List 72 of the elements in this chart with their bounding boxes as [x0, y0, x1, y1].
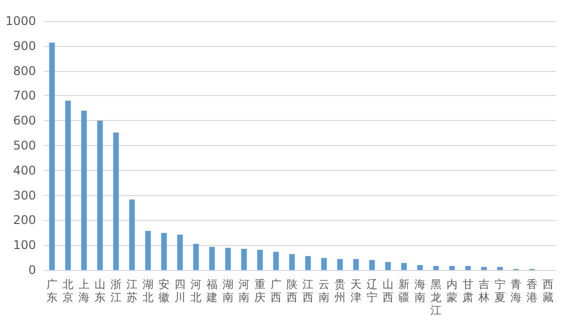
bar — [369, 260, 375, 270]
x-tick-label: 四川 — [174, 278, 186, 304]
x-tick-label: 云南 — [318, 278, 330, 304]
x-tick-label: 广东 — [46, 278, 58, 304]
x-tick-label: 河北 — [190, 278, 202, 304]
bar — [129, 200, 135, 270]
bar — [257, 250, 263, 270]
x-tick-label: 河南 — [238, 278, 250, 304]
x-tick-label: 重庆 — [254, 278, 266, 304]
x-tick-label: 吉林 — [478, 278, 490, 304]
x-tick-label: 山西 — [382, 278, 394, 304]
x-tick-label: 安徽 — [158, 278, 170, 304]
x-tick-label: 海南 — [414, 278, 426, 304]
y-tick-label: 300 — [13, 188, 36, 202]
bar — [305, 256, 311, 270]
x-tick-label: 浙江 — [110, 278, 122, 304]
x-tick-label: 甘肃 — [462, 278, 474, 304]
bar — [145, 230, 151, 270]
x-tick-label: 江苏 — [126, 278, 138, 304]
bar — [321, 258, 327, 270]
bar — [209, 246, 215, 270]
x-tick-label: 贵州 — [334, 278, 346, 304]
bar — [433, 266, 439, 270]
y-tick-label: 200 — [13, 213, 36, 228]
bar — [417, 265, 423, 270]
x-tick-label: 山东 — [94, 278, 106, 304]
bar — [81, 110, 87, 270]
x-tick-label: 辽宁 — [366, 278, 378, 304]
y-tick-label: 800 — [13, 64, 36, 78]
x-tick-label: 内蒙 — [446, 278, 458, 304]
bar — [113, 132, 119, 270]
x-tick-label: 香港 — [526, 278, 538, 304]
x-tick-label: 陕西 — [286, 278, 298, 304]
bar — [241, 248, 247, 270]
bar — [49, 42, 55, 270]
y-tick-label: 0 — [28, 263, 36, 277]
x-tick-label: 黑龙江 — [430, 278, 442, 317]
bar — [449, 266, 455, 270]
x-tick-label: 湖北 — [142, 278, 154, 304]
bar — [161, 232, 167, 270]
bar — [353, 259, 359, 270]
x-tick-label: 上海 — [78, 278, 90, 304]
bar — [65, 100, 71, 270]
x-tick-label: 天津 — [350, 278, 362, 304]
x-tick-label: 北京 — [62, 278, 74, 304]
x-tick-label: 湖南 — [222, 278, 234, 304]
x-tick-label: 福建 — [206, 278, 218, 304]
x-tick-label: 新疆 — [398, 278, 410, 304]
bar — [193, 244, 199, 270]
x-tick-label: 西藏 — [542, 278, 554, 304]
y-tick-label: 1000 — [5, 14, 36, 28]
x-tick-label: 宁夏 — [494, 278, 506, 304]
bar — [97, 120, 103, 270]
y-tick-label: 100 — [13, 238, 36, 252]
bar — [225, 248, 231, 270]
y-tick-label: 600 — [13, 114, 36, 128]
y-tick-label: 400 — [13, 163, 36, 178]
bar — [497, 267, 503, 270]
x-tick-label: 青海 — [510, 278, 522, 304]
x-tick-label: 广西 — [270, 278, 282, 304]
bar — [177, 234, 183, 270]
bar — [465, 266, 471, 270]
y-tick-label: 500 — [13, 138, 36, 152]
bar — [481, 267, 487, 270]
bar — [289, 254, 295, 270]
bar — [385, 262, 391, 270]
bar — [273, 252, 279, 270]
y-tick-label: 700 — [13, 88, 36, 103]
bar — [337, 259, 343, 270]
bar — [401, 263, 407, 270]
x-tick-label: 江西 — [302, 278, 314, 304]
y-tick-label: 900 — [13, 38, 36, 53]
